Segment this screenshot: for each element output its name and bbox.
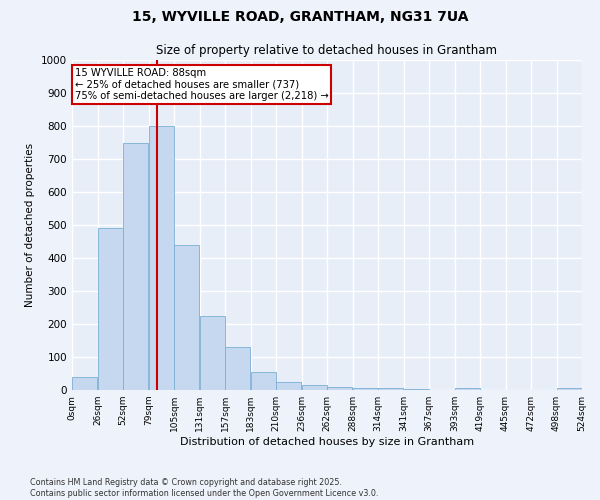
Bar — [73, 377, 97, 390]
Bar — [251, 372, 275, 390]
Bar — [328, 386, 352, 390]
Bar — [124, 142, 148, 390]
Bar — [98, 228, 122, 390]
Text: 15 WYVILLE ROAD: 88sqm
← 25% of detached houses are smaller (737)
75% of semi-de: 15 WYVILLE ROAD: 88sqm ← 25% of detached… — [74, 68, 328, 102]
Bar — [226, 347, 250, 390]
Bar — [302, 385, 326, 390]
Bar — [175, 245, 199, 390]
Text: Contains HM Land Registry data © Crown copyright and database right 2025.
Contai: Contains HM Land Registry data © Crown c… — [30, 478, 379, 498]
Bar — [379, 388, 403, 390]
Bar — [200, 316, 224, 390]
Bar — [149, 126, 173, 390]
X-axis label: Distribution of detached houses by size in Grantham: Distribution of detached houses by size … — [180, 437, 474, 447]
Text: 15, WYVILLE ROAD, GRANTHAM, NG31 7UA: 15, WYVILLE ROAD, GRANTHAM, NG31 7UA — [132, 10, 468, 24]
Bar — [557, 388, 581, 390]
Title: Size of property relative to detached houses in Grantham: Size of property relative to detached ho… — [157, 44, 497, 58]
Bar — [277, 382, 301, 390]
Bar — [404, 389, 428, 390]
Y-axis label: Number of detached properties: Number of detached properties — [25, 143, 35, 307]
Bar — [353, 388, 377, 390]
Bar — [455, 388, 479, 390]
